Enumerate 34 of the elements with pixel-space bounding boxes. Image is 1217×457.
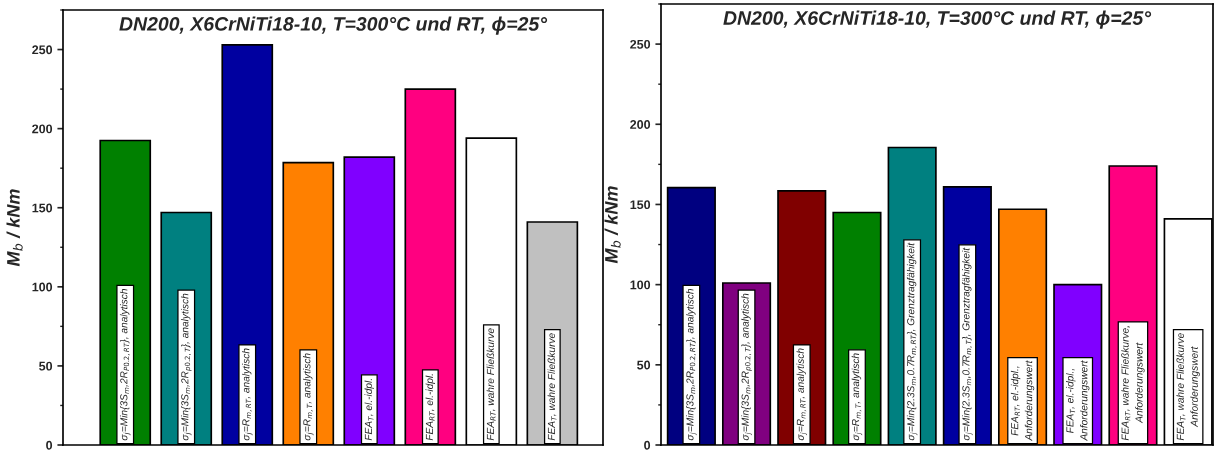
y-tick-label: 0 bbox=[644, 440, 651, 450]
y-tick-label: 50 bbox=[637, 360, 651, 370]
y-tick-label: 200 bbox=[32, 124, 53, 134]
annotation: FEA$_{T}$, wahre Fließkurve bbox=[547, 333, 557, 441]
y-tick-label: 100 bbox=[630, 280, 651, 290]
annotation: FEA$_{T}$, el.-idpl. bbox=[364, 379, 374, 441]
annotation: FEA$_{RT}$, el.-idpl., Anforderungswert bbox=[1010, 360, 1035, 442]
annotation: σ$_{j}$=Min{3S$_{m}$,2R$_{p0.2,T}$}, analytisch bbox=[180, 293, 192, 441]
y-axis-title: M$_{b}$ / kNm bbox=[6, 189, 23, 267]
chart-title: DN200, X6CrNiTi18-10, T=300°C und RT, ϕ=25° bbox=[723, 10, 1152, 29]
y-tick-label: 150 bbox=[630, 200, 651, 210]
y-tick-label: 50 bbox=[39, 361, 53, 371]
annotation: σ$_{j}$=Min{3S$_{m}$,2R$_{P0.2,RT}$}, analytisch bbox=[686, 288, 697, 441]
chart-title: DN200, X6CrNiTi18-10, T=300°C und RT, ϕ=25° bbox=[119, 16, 548, 35]
y-tick-label: 100 bbox=[32, 282, 53, 292]
annotation: σ$_{j}$=R$_{m,RT}$, analytisch bbox=[242, 348, 253, 441]
y-tick-label: 150 bbox=[32, 203, 53, 213]
annotation: σ$_{j}$=R$_{m,T}$, analytisch bbox=[851, 353, 863, 441]
y-tick-label: 250 bbox=[32, 45, 53, 55]
annotation: FEA$_{RT}$, wahre Fließkurve bbox=[486, 328, 496, 441]
annotation: σ$_{j}$=Min{2.3S$_{m}$,0.7R$_{m,T}$}, Grenztragfähigkeit bbox=[962, 247, 973, 441]
annotation: FEA$_{T}$, wahre Fließkurve Anforderungswert bbox=[1176, 333, 1200, 441]
y-tick-label: 0 bbox=[46, 440, 53, 450]
annotation: FEA$_{RT}$, el.-idpl. bbox=[425, 374, 436, 441]
annotation: σ$_{j}$=Min{3S$_{m}$,2R$_{p0.2,T}$}, analytisch bbox=[741, 293, 752, 441]
annotation: FEA$_{T}$, el.-idpl., Anforderungswert bbox=[1066, 360, 1090, 442]
annotation: FEA$_{RT}$, wahre Fließkurve, Anforderungswert bbox=[1121, 326, 1145, 441]
y-tick-label: 200 bbox=[630, 120, 651, 129]
y-tick-label: 250 bbox=[630, 39, 651, 49]
annotation: σ$_{j}$=Min{3S$_{m}$,2R$_{P0.2,RT}$}, analytisch bbox=[119, 288, 131, 441]
annotation: σ$_{j}$=R$_{m,T}$, analytisch bbox=[303, 353, 314, 441]
annotation: σ$_{j}$=Min{2.3S$_{m}$,0.7R$_{m,RT}$}, Grenztragfähigkeit bbox=[906, 242, 918, 441]
annotation: σ$_{j}$=R$_{m,RT}$, analytisch bbox=[796, 348, 807, 441]
y-axis-title: M$_{b}$ / kNm bbox=[604, 186, 621, 264]
